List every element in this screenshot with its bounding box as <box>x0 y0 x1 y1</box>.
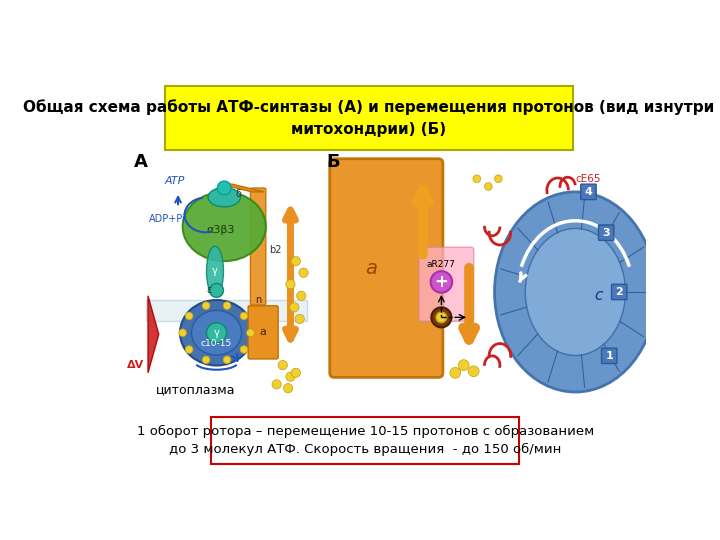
Circle shape <box>297 291 306 300</box>
Ellipse shape <box>207 246 223 296</box>
FancyBboxPatch shape <box>330 159 443 377</box>
Circle shape <box>295 314 305 323</box>
Circle shape <box>185 312 193 320</box>
Text: b2: b2 <box>269 245 282 254</box>
Text: c: c <box>594 288 603 303</box>
FancyBboxPatch shape <box>248 306 278 359</box>
Ellipse shape <box>180 300 253 366</box>
Circle shape <box>299 268 308 278</box>
Ellipse shape <box>183 192 266 261</box>
Text: цитоплазма: цитоплазма <box>156 383 235 396</box>
FancyBboxPatch shape <box>581 184 596 200</box>
Circle shape <box>217 181 231 195</box>
Text: a: a <box>365 259 377 278</box>
Circle shape <box>485 183 492 190</box>
FancyBboxPatch shape <box>611 284 627 300</box>
Circle shape <box>202 356 210 364</box>
Text: А: А <box>134 153 148 171</box>
Polygon shape <box>148 296 159 373</box>
Circle shape <box>473 175 481 183</box>
Circle shape <box>286 280 295 289</box>
Text: ΔV: ΔV <box>127 360 144 370</box>
Ellipse shape <box>192 310 242 355</box>
Circle shape <box>223 356 231 364</box>
Text: 3: 3 <box>603 228 610 238</box>
Text: ε: ε <box>206 286 212 295</box>
Circle shape <box>284 383 293 393</box>
Text: +: + <box>434 273 449 291</box>
Circle shape <box>207 323 227 343</box>
Ellipse shape <box>526 228 626 355</box>
Circle shape <box>431 307 451 327</box>
Circle shape <box>495 175 503 183</box>
Text: a: a <box>260 327 266 338</box>
Ellipse shape <box>208 187 240 207</box>
FancyBboxPatch shape <box>598 225 614 240</box>
Text: n: n <box>255 295 261 305</box>
Text: ATP: ATP <box>165 177 185 186</box>
FancyBboxPatch shape <box>251 188 266 305</box>
Bar <box>145 300 307 321</box>
Circle shape <box>459 360 469 370</box>
FancyBboxPatch shape <box>419 247 474 321</box>
FancyBboxPatch shape <box>211 417 519 464</box>
Ellipse shape <box>495 192 656 392</box>
Text: γ: γ <box>212 266 218 276</box>
Text: δ: δ <box>235 189 241 199</box>
Circle shape <box>179 329 186 336</box>
Text: 4: 4 <box>585 187 593 197</box>
Text: c10-15: c10-15 <box>201 339 232 348</box>
Circle shape <box>210 284 223 298</box>
Text: 2: 2 <box>616 287 623 297</box>
Text: γ: γ <box>214 328 220 338</box>
Circle shape <box>246 329 254 336</box>
Polygon shape <box>220 184 264 192</box>
Circle shape <box>286 372 295 381</box>
Text: 1 оборот ротора – перемещение 10-15 протонов с образованием
до 3 молекул АТФ. Ск: 1 оборот ротора – перемещение 10-15 прот… <box>137 425 594 456</box>
Text: 1: 1 <box>606 351 613 361</box>
FancyBboxPatch shape <box>165 86 573 150</box>
Circle shape <box>202 302 210 309</box>
Circle shape <box>468 366 479 377</box>
Circle shape <box>450 367 461 378</box>
Circle shape <box>291 256 300 266</box>
Circle shape <box>185 346 193 353</box>
Text: cE65: cE65 <box>575 174 600 184</box>
Circle shape <box>289 303 299 312</box>
Circle shape <box>278 361 287 370</box>
Text: Б: Б <box>327 153 341 171</box>
Circle shape <box>291 368 300 377</box>
Circle shape <box>272 380 282 389</box>
Circle shape <box>240 312 248 320</box>
Text: aR277: aR277 <box>427 260 456 269</box>
Circle shape <box>240 346 248 353</box>
Text: ADP+Pi: ADP+Pi <box>149 214 186 224</box>
Text: α3β3: α3β3 <box>206 225 235 235</box>
Text: Общая схема работы АТФ-синтазы (А) и перемещения протонов (вид изнутри
митохондр: Общая схема работы АТФ-синтазы (А) и пер… <box>23 99 715 137</box>
FancyBboxPatch shape <box>601 348 617 363</box>
Circle shape <box>431 271 452 293</box>
Circle shape <box>436 312 447 323</box>
Circle shape <box>223 302 231 309</box>
